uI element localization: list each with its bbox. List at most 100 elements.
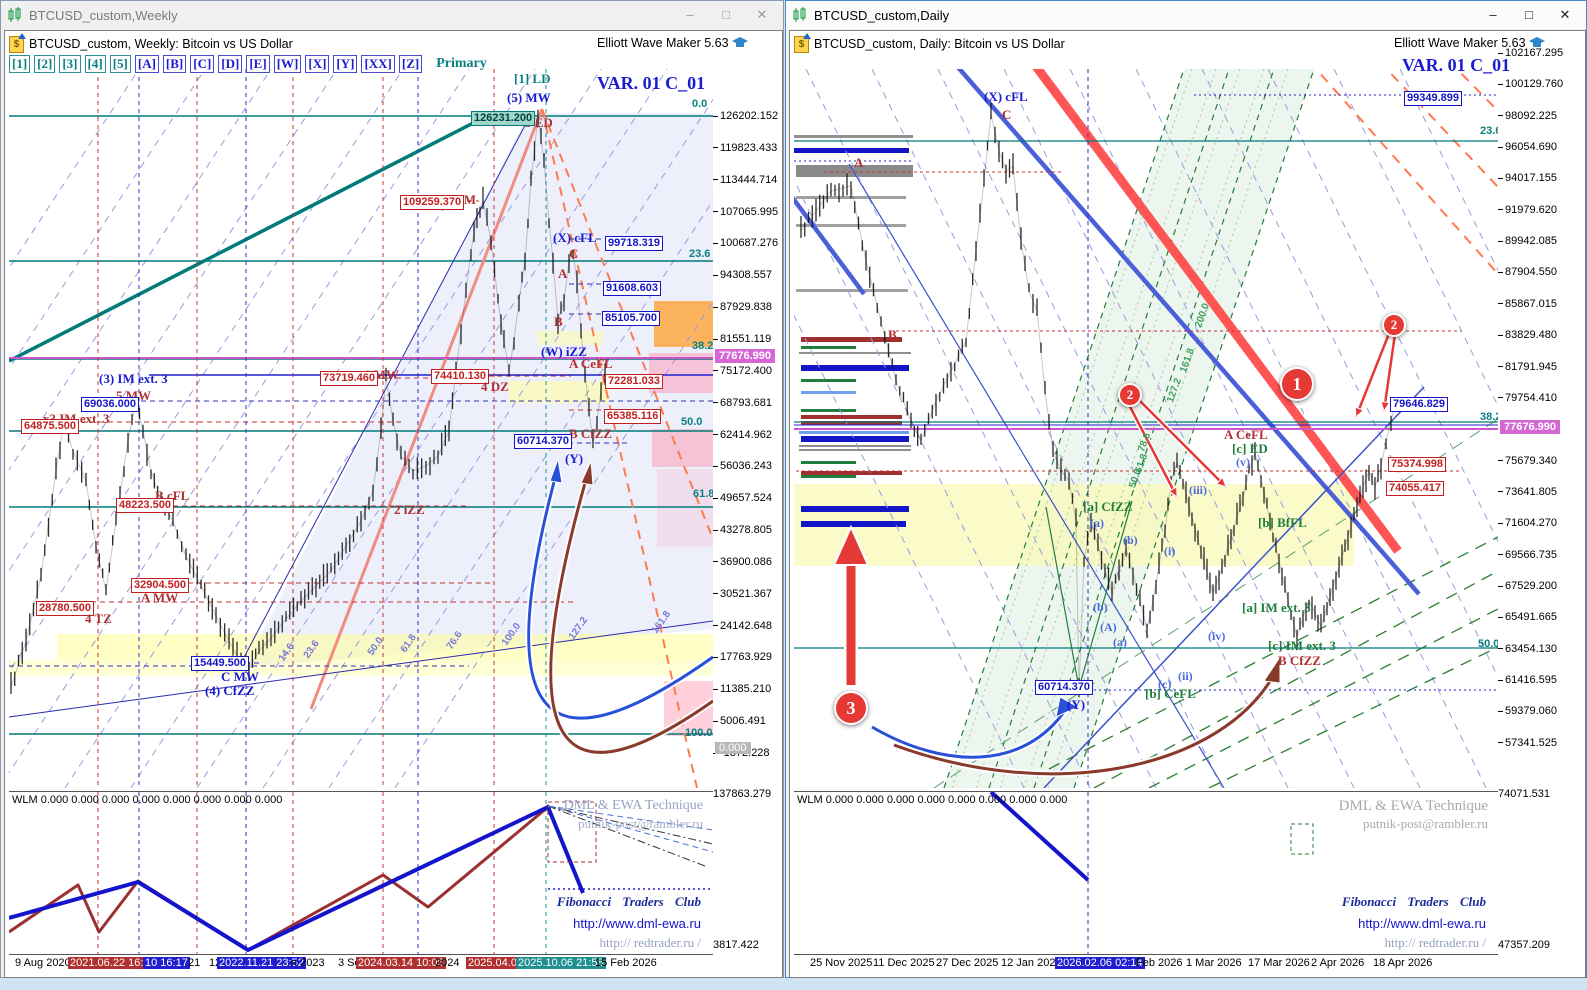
- time-tick: 1 Mar 2026: [1186, 957, 1242, 969]
- close-button[interactable]: ✕: [756, 7, 768, 22]
- wave-button-3[interactable]: [3]: [59, 55, 81, 73]
- price-tick: 119823.433: [713, 142, 777, 154]
- titlebar-daily[interactable]: BTCUSD_custom,Daily – □ ✕: [786, 1, 1586, 29]
- symbol-label: BTCUSD_custom, Weekly: Bitcoin vs US Dol…: [29, 37, 293, 51]
- window-daily: BTCUSD_custom,Daily – □ ✕ $ BTCUSD_custo…: [785, 0, 1587, 978]
- indicator-scale-top: 137863.279: [713, 788, 772, 800]
- wave-button-d[interactable]: [D]: [218, 55, 243, 73]
- wave-label: 100.0: [685, 727, 713, 739]
- wave-button-y[interactable]: [Y]: [333, 55, 358, 73]
- price-tick: 5006.491: [713, 715, 766, 727]
- wave-label: C: [569, 246, 579, 261]
- price-plot-daily[interactable]: (X) cFL C 99349.899 23.6 A B A CeFL[c] ED(v) 79…: [794, 69, 1498, 788]
- price-tick: 43278.805: [713, 524, 772, 536]
- watermark-url2: http:// redtrader.ru /: [1384, 935, 1486, 950]
- wave-button-z[interactable]: [Z]: [398, 55, 423, 73]
- price-tick: 59379.060: [1498, 705, 1557, 717]
- wave-label: C: [1002, 107, 1012, 122]
- watermark-club: Fibonacci Traders Club: [1341, 894, 1486, 909]
- wave-label: (X) cFL: [553, 230, 597, 245]
- price-label-box: 75374.998: [1388, 457, 1446, 472]
- wlm-indicator-weekly[interactable]: WLM 0.000 0.000 0.000 0.000 0.000 0.000 …: [9, 791, 713, 955]
- wave-label: A: [854, 155, 864, 170]
- candlestick-chart-icon: [792, 7, 808, 23]
- wave-button-c[interactable]: [C]: [190, 55, 215, 73]
- maximize-button[interactable]: □: [722, 7, 730, 22]
- wave-label: [c] ED: [1232, 441, 1268, 456]
- watermark-email: putnik-post@rambler.ru: [578, 816, 703, 831]
- wlm-indicator-daily[interactable]: WLM 0.000 0.000 0.000 0.000 0.000 0.000 …: [794, 791, 1498, 955]
- price-tick: 81791.945: [1498, 361, 1557, 373]
- wave-label: (A): [1100, 620, 1117, 634]
- graduation-cap-icon: [1528, 37, 1545, 49]
- minimize-button[interactable]: –: [1489, 7, 1497, 22]
- wave-button-x[interactable]: [X]: [305, 55, 330, 73]
- time-tick: 3 Se: [338, 957, 361, 969]
- wave-button-1[interactable]: [1]: [9, 55, 31, 73]
- wave-button-e[interactable]: [E]: [246, 55, 270, 73]
- wave-label: [1] LD: [514, 71, 551, 86]
- price-tick: 94017.155: [1498, 172, 1557, 184]
- wave-label: (Y): [565, 451, 584, 466]
- price-label-box: 74055.417: [1386, 481, 1444, 496]
- time-tick: Feb 2026: [1136, 957, 1183, 969]
- wave-label: [b] CeFL: [1145, 686, 1196, 701]
- callout-number-2: 2: [1382, 313, 1406, 337]
- close-button[interactable]: ✕: [1559, 7, 1571, 22]
- price-label-box: 65385.116: [604, 409, 662, 424]
- time-marker-badge: 2025.10.06 21:58: [516, 957, 606, 969]
- chart-frame-daily: $ BTCUSD_custom, Daily: Bitcoin vs US Do…: [789, 30, 1586, 978]
- price-label-box: 64875.500: [21, 419, 79, 434]
- price-tick: 87929.838: [713, 301, 772, 313]
- wave-label: (5) MW: [507, 90, 551, 105]
- wave-button-5[interactable]: [5]: [109, 55, 131, 73]
- variant-label: VAR. 01 C_01: [1402, 55, 1511, 75]
- graduation-cap-icon: [731, 37, 748, 49]
- wave-button-4[interactable]: [4]: [84, 55, 106, 73]
- candlestick-chart-icon: [7, 7, 23, 23]
- price-tick: 62414.962: [713, 429, 772, 441]
- price-label-box: 109259.370: [400, 195, 465, 210]
- time-axis-daily: 25 Nov 2025 11 Dec 2025 27 Dec 2025 12 Jan …: [794, 955, 1554, 975]
- wave-button-b[interactable]: [B]: [162, 55, 187, 73]
- wave-label: 4 TZ: [85, 611, 112, 626]
- ewm-branding: Elliott Wave Maker 5.63: [597, 36, 748, 50]
- wave-label: 50.0: [681, 416, 703, 428]
- watermark-email: putnik-post@rambler.ru: [1363, 816, 1488, 831]
- symbol-doc-icon: $: [794, 32, 811, 53]
- price-label-box: 99718.319: [605, 236, 663, 251]
- price-label-box: 126231.200: [471, 111, 536, 126]
- watermark-brand: DML & EWA Technique: [1338, 798, 1488, 814]
- price-tick: 17763.929: [713, 651, 772, 663]
- wave-label: C MW: [221, 669, 259, 684]
- price-tick: 63454.130: [1498, 643, 1557, 655]
- time-tick: 2 Apr 2026: [1311, 957, 1365, 969]
- wave-degree-toolbar: [1] [2] [3] [4] [5] [A] [B] [C] [D] [E] [W] [X] [Y][…: [9, 55, 487, 73]
- titlebar-weekly[interactable]: BTCUSD_custom,Weekly – □ ✕: [1, 1, 783, 29]
- time-tick: 11 Dec 2025: [873, 957, 935, 969]
- wave-label: (iii): [1189, 483, 1207, 497]
- maximize-button[interactable]: □: [1525, 7, 1533, 22]
- wave-degree-label: Primary: [436, 56, 487, 71]
- fibo-zero-badge: 0.000: [715, 742, 751, 754]
- time-tick: 21: [188, 957, 201, 969]
- wave-button-w[interactable]: [W]: [273, 55, 302, 73]
- minimize-button[interactable]: –: [686, 7, 694, 22]
- wave-button-a[interactable]: [A]: [134, 55, 159, 73]
- wave-label: 61.8: [693, 488, 713, 500]
- time-axis-weekly: 9 Aug 2020 2021.06.22 16:55 10 16:17 21 12 20…: [9, 955, 769, 975]
- price-tick: 100129.760: [1498, 78, 1563, 90]
- price-tick: 24142.648: [713, 620, 772, 632]
- wave-button-xx[interactable]: [XX]: [361, 55, 395, 73]
- wave-label: 50.0: [1478, 638, 1498, 650]
- price-tick: 65491.665: [1498, 611, 1557, 623]
- price-tick: 69566.735: [1498, 549, 1557, 561]
- watermark-url2: http:// redtrader.ru /: [599, 935, 701, 950]
- wlm-values: WLM 0.000 0.000 0.000 0.000 0.000 0.000 …: [12, 794, 283, 806]
- indicator-scale-bottom: 3817.422: [713, 939, 759, 951]
- wave-label: (X) cFL: [984, 89, 1028, 104]
- price-tick: 56036.243: [713, 460, 772, 472]
- wave-button-2[interactable]: [2]: [34, 55, 56, 73]
- wave-label: 2 iZZ: [394, 502, 425, 517]
